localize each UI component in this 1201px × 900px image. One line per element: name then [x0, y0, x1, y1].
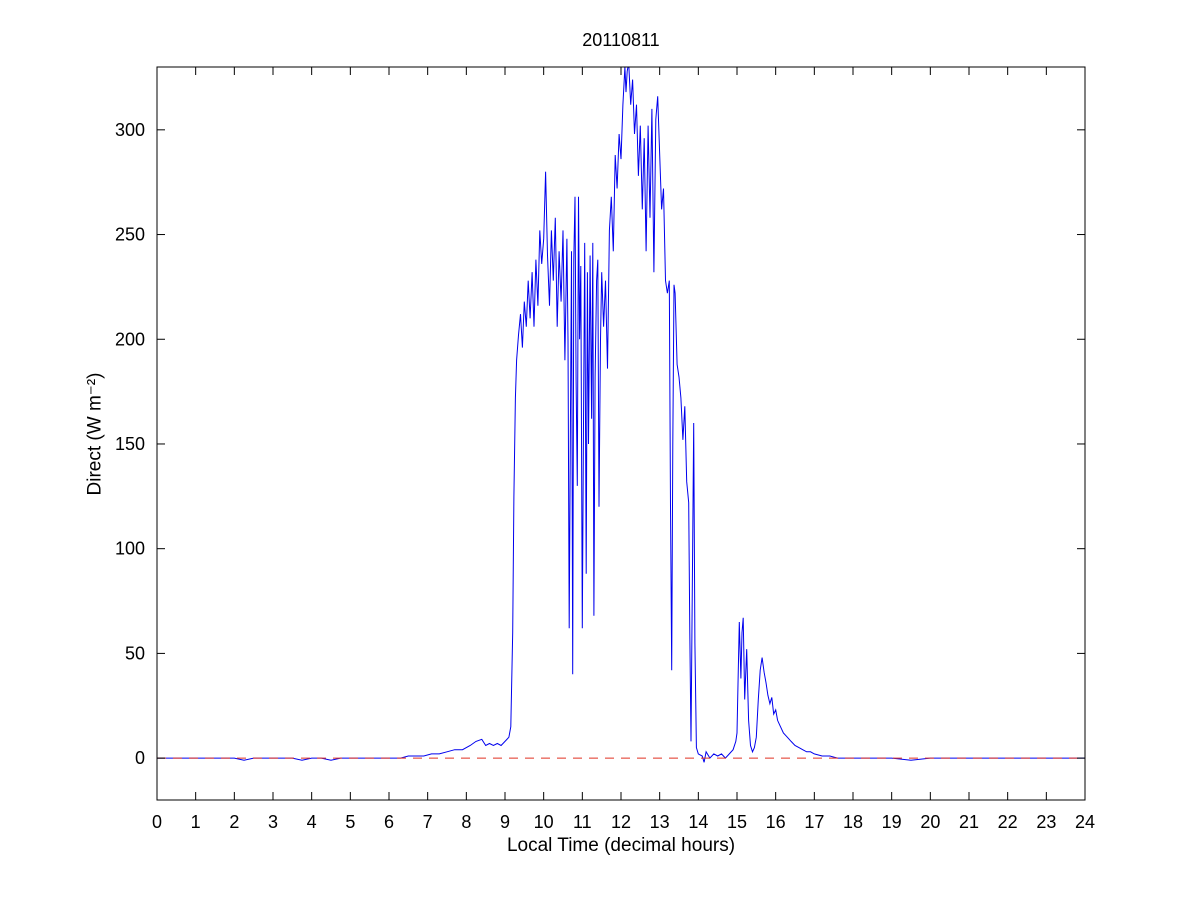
x-tick-label: 18 [843, 812, 863, 832]
x-tick-label: 21 [959, 812, 979, 832]
x-tick-label: 19 [882, 812, 902, 832]
y-tick-label: 0 [135, 748, 145, 768]
y-tick-label: 250 [115, 225, 145, 245]
x-tick-label: 8 [461, 812, 471, 832]
x-tick-label: 3 [268, 812, 278, 832]
x-tick-label: 6 [384, 812, 394, 832]
x-tick-label: 12 [611, 812, 631, 832]
x-tick-label: 9 [500, 812, 510, 832]
x-tick-label: 14 [688, 812, 708, 832]
plot-box [156, 66, 1086, 801]
y-tick-label: 50 [125, 643, 145, 663]
x-tick-label: 10 [534, 812, 554, 832]
chart-title: 20110811 [582, 30, 660, 50]
x-tick-label: 22 [998, 812, 1018, 832]
y-tick-label: 200 [115, 329, 145, 349]
y-axis-label: Direct (W m⁻²) [84, 372, 106, 496]
series-direct-irradiance [157, 67, 1085, 763]
y-tick-label: 100 [115, 539, 145, 559]
x-tick-label: 0 [152, 812, 162, 832]
x-tick-label: 20 [920, 812, 940, 832]
x-tick-label: 7 [423, 812, 433, 832]
x-tick-label: 15 [727, 812, 747, 832]
x-tick-label: 5 [345, 812, 355, 832]
y-tick-label: 300 [115, 120, 145, 140]
x-tick-label: 13 [650, 812, 670, 832]
x-tick-label: 4 [307, 812, 317, 832]
x-axis-label: Local Time (decimal hours) [506, 835, 736, 856]
x-tick-label: 17 [804, 812, 824, 832]
x-tick-label: 23 [1036, 812, 1056, 832]
x-tick-label: 2 [229, 812, 239, 832]
x-tick-label: 16 [766, 812, 786, 832]
x-tick-label: 11 [573, 812, 592, 832]
x-tick-label: 24 [1075, 812, 1095, 832]
x-tick-label: 1 [191, 812, 201, 832]
y-tick-label: 150 [115, 434, 145, 454]
